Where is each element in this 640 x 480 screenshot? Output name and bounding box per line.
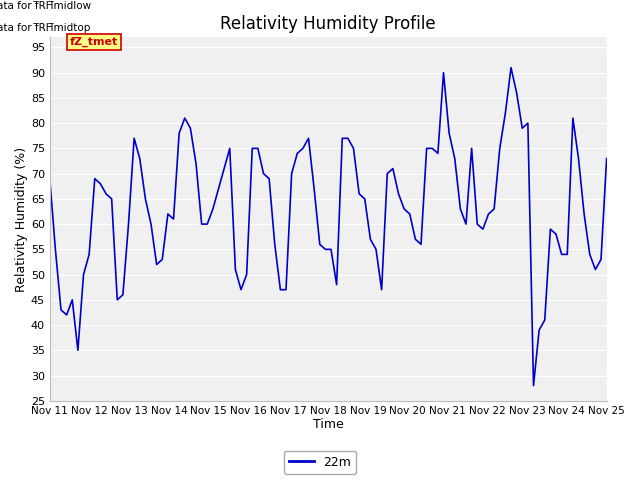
X-axis label: Time: Time bbox=[313, 419, 344, 432]
Y-axis label: Relativity Humidity (%): Relativity Humidity (%) bbox=[15, 146, 28, 292]
Legend: 22m: 22m bbox=[284, 451, 356, 474]
Text: No data for f̅RH̅midtop: No data for f̅RH̅midtop bbox=[0, 23, 90, 33]
Text: No data for f̅RH̅midlow: No data for f̅RH̅midlow bbox=[0, 1, 91, 11]
Title: Relativity Humidity Profile: Relativity Humidity Profile bbox=[220, 15, 436, 33]
Text: fZ_tmet: fZ_tmet bbox=[70, 37, 118, 47]
